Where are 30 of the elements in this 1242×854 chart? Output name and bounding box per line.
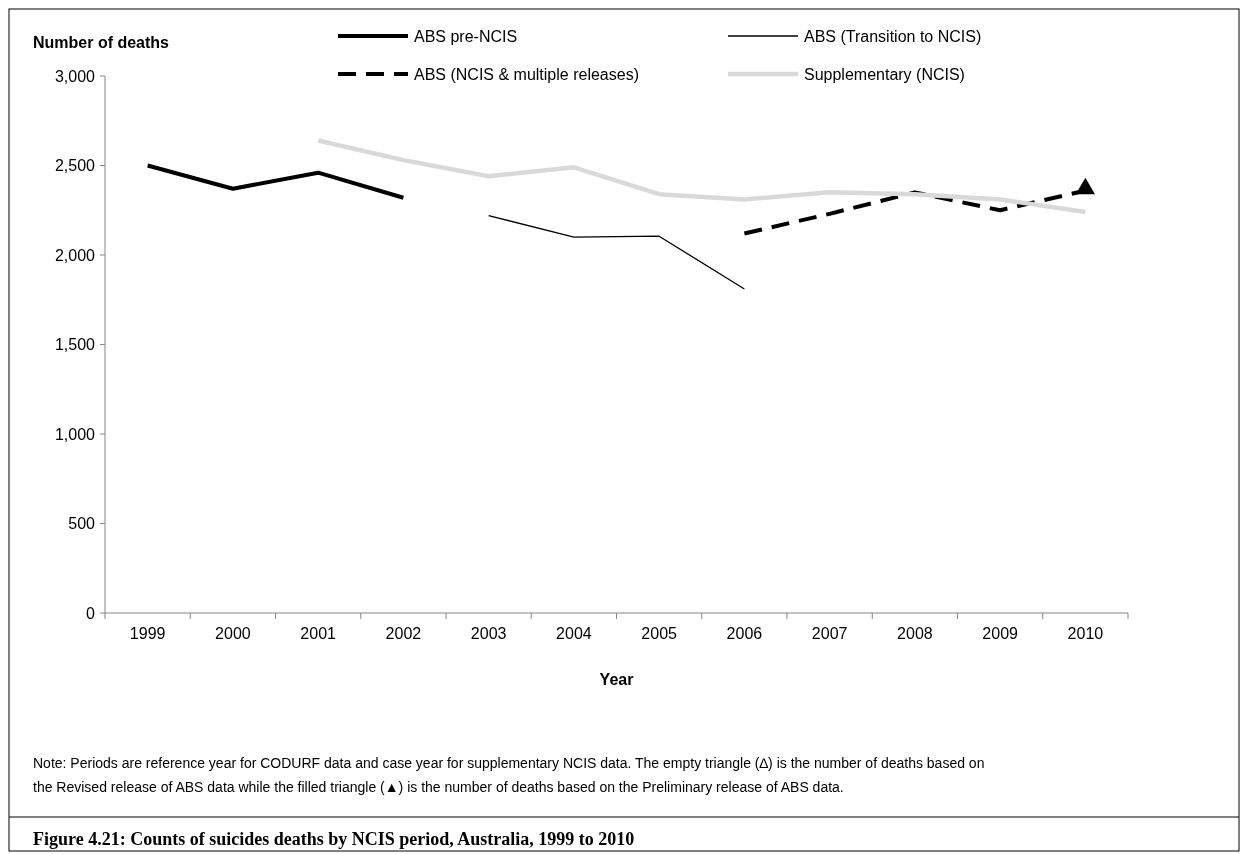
- y-tick-label: 2,000: [54, 246, 96, 264]
- legend-label: ABS (NCIS & multiple releases): [414, 65, 639, 83]
- x-axis-title: Year: [599, 671, 634, 688]
- y-tick-label: 1,500: [54, 336, 96, 354]
- text: Note: Periods are reference year for CODURF data and case year for supplementary NCIS data. The empty triangle (∆) is the number of deaths based on the Revised release of ABS data while the filled triangle (▲) is the number of deaths based on the Preliminary release of ABS data.: [33, 755, 985, 795]
- y-tick-label: 0: [86, 604, 96, 622]
- x-tick-label: 2007: [811, 625, 848, 642]
- y-tick-label: 500: [68, 515, 96, 533]
- y-tick-label: 3,000: [54, 67, 96, 85]
- y-tick-label: 2,500: [54, 157, 96, 175]
- x-tick-label: 2004: [556, 625, 592, 642]
- x-tick-label: 2000: [215, 625, 251, 642]
- x-tick-label: 2009: [982, 625, 1019, 642]
- line-series: [145, 163, 406, 200]
- x-tick-label: 2005: [641, 625, 678, 642]
- line-series: [315, 138, 1088, 215]
- x-tick-label: 2006: [726, 625, 763, 642]
- text: Figure 4.21: Counts of suicides deaths by NCIS period, Australia, 1999 to 2010: [33, 829, 635, 849]
- line-series: [487, 214, 746, 290]
- x-tick-label: 1999: [129, 625, 166, 642]
- legend-label: Supplementary (NCIS): [804, 65, 965, 83]
- x-tick-label: 2010: [1067, 625, 1104, 642]
- legend-label: ABS pre-NCIS: [414, 27, 518, 45]
- y-tick-label: 1,000: [54, 425, 96, 443]
- x-tick-label: 2002: [385, 625, 422, 642]
- y-axis-title: Number of deaths: [33, 34, 170, 51]
- legend-label: ABS (Transition to NCIS): [804, 27, 982, 45]
- x-tick-label: 2003: [470, 625, 507, 642]
- x-tick-label: 2008: [897, 625, 933, 642]
- x-tick-label: 2001: [300, 625, 337, 642]
